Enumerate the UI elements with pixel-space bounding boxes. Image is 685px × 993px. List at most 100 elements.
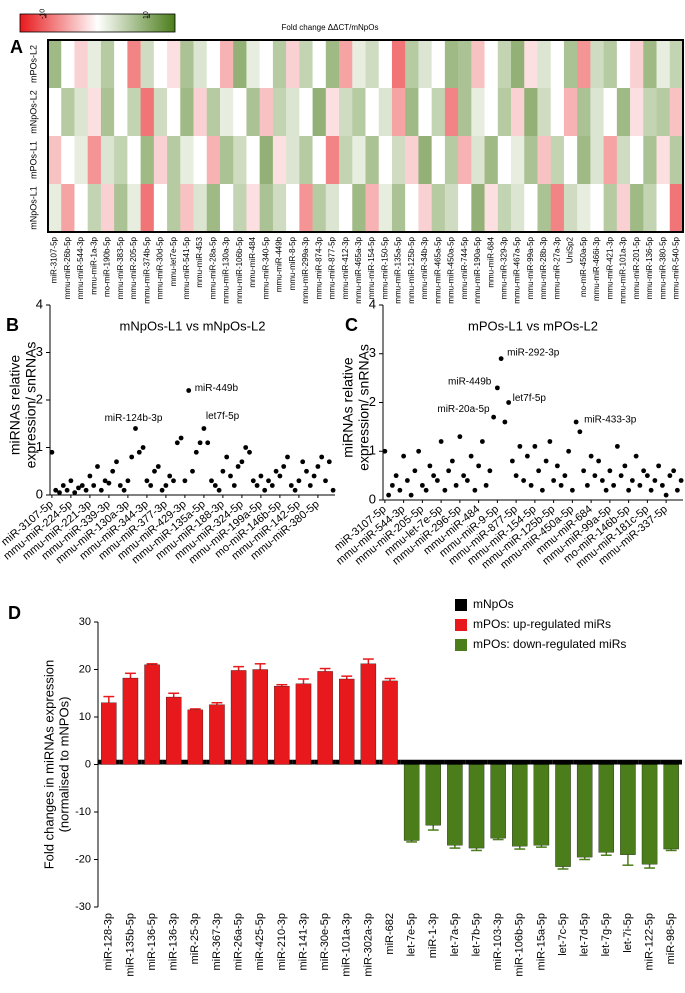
bar [641,764,658,865]
point [652,478,658,483]
point [629,478,635,483]
heatmap-cell [497,40,512,89]
point [163,483,169,488]
y-axis-label: miRNAs relative [7,355,23,456]
point [603,487,609,493]
point [193,449,199,455]
heatmap-cell [484,40,499,89]
heatmap-cell [550,136,565,185]
heatmap-cell [656,40,671,89]
heatmap-cell [299,136,313,185]
heatmap-cell [497,88,512,137]
heatmap-cell [669,184,684,233]
heatmap-cell [511,88,525,137]
heatmap-cell [458,40,472,89]
point [562,473,568,479]
heatmap-cell [418,88,432,137]
point [434,478,440,483]
heatmap-cell [193,88,208,137]
heatmap-cell [312,184,327,233]
point [498,356,504,362]
x-tick-label: let-7d-5p [579,913,591,956]
colorbar-label: Fold change ΔΔCT/mNpOs [282,23,379,32]
heatmap-cell [127,136,141,185]
point [304,468,309,474]
point [674,487,680,493]
heatmap-cell [378,136,393,185]
point [254,483,260,488]
x-tick-label: let-7i-5p [622,913,634,953]
column-label: mmu-miR-299a-3p [301,236,310,303]
bar [209,704,225,765]
point [110,468,116,474]
bar [663,764,679,850]
column-label: mmu-miR-684 [486,236,495,287]
bar [598,764,615,853]
heatmap-cell [193,184,208,233]
point [235,464,241,469]
heatmap-cell [325,88,340,137]
point [285,454,290,460]
heatmap-cell [114,88,128,137]
point [53,487,59,493]
heatmap-cell [391,184,406,233]
point [633,453,639,459]
heatmap-cell [405,88,419,137]
point [558,482,564,488]
point [326,459,332,465]
column-label: mmu-miR-467a-5p [513,236,522,303]
point [513,473,519,479]
point [521,478,527,483]
heatmap-cell [180,88,194,137]
bar [382,680,398,765]
heatmap-cell [48,88,62,137]
point [382,448,388,454]
heatmap-cell [312,40,327,89]
heatmap-cell [100,88,115,137]
point [269,483,275,488]
x-tick-label: miR-425-5p [254,913,266,970]
heatmap-cell [643,40,657,89]
point [464,478,470,483]
x-tick-label: let-7e-5p [406,913,418,956]
column-label: mmu-miR-421-3p [605,236,614,299]
heatmap-cell [405,40,419,89]
heatmap-cell [219,40,234,89]
point [296,478,302,484]
colorbar [19,13,176,33]
point [412,468,418,474]
column-label: mo-miR-190b-5p [103,236,112,297]
heatmap-cell [246,40,260,89]
bar [555,764,571,867]
heatmap-cell [325,136,340,185]
bar [576,764,593,858]
heatmap-cell [563,136,578,185]
heatmap-cell [87,40,102,89]
column-label: mmu-miR-8-5p [288,236,297,290]
heatmap-cell [577,88,591,137]
bar [101,702,117,765]
colorbar-tick-label: -10 [40,9,47,19]
heatmap-cell [74,184,88,233]
annotation: miR-20a-5p [437,404,490,415]
heatmap-cell [458,136,472,185]
heatmap-cell [365,40,380,89]
heatmap-cell [669,88,684,137]
x-tick-label: miR-128-3p [103,913,115,970]
heatmap-cell [497,184,512,233]
panel-label: A [10,37,23,57]
heatmap-cell [140,184,155,233]
heatmap-cell [259,136,274,185]
legend-swatch [455,639,467,651]
heatmap-cell [537,184,552,233]
point [618,473,624,479]
heatmap-cell [180,40,194,89]
point [155,464,161,469]
point [68,478,74,484]
heatmap-cell [603,136,618,185]
legend-swatch [455,619,467,631]
x-tick-label: miR-106b-5p [514,913,526,977]
annotation: miR-449b [195,383,239,394]
heatmap-cell [206,184,221,233]
point [239,459,245,465]
